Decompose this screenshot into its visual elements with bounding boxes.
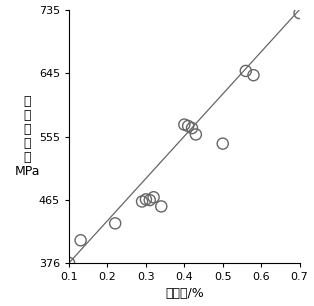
Point xyxy=(251,73,256,78)
Point xyxy=(113,221,118,226)
Point xyxy=(78,238,83,243)
Text: 抗
拉
强
度
／
MPa: 抗 拉 强 度 ／ MPa xyxy=(15,95,40,178)
Point xyxy=(139,199,144,204)
Point xyxy=(159,204,164,209)
Point xyxy=(182,122,187,127)
Point xyxy=(151,195,156,200)
Point xyxy=(220,141,225,146)
Point xyxy=(143,197,149,202)
Point xyxy=(186,124,191,129)
Point xyxy=(243,69,248,73)
Point xyxy=(193,132,198,137)
Point xyxy=(67,260,72,265)
Point xyxy=(189,126,194,131)
X-axis label: 碳当量/%: 碳当量/% xyxy=(165,287,204,300)
Point xyxy=(147,198,152,203)
Point xyxy=(297,11,302,16)
